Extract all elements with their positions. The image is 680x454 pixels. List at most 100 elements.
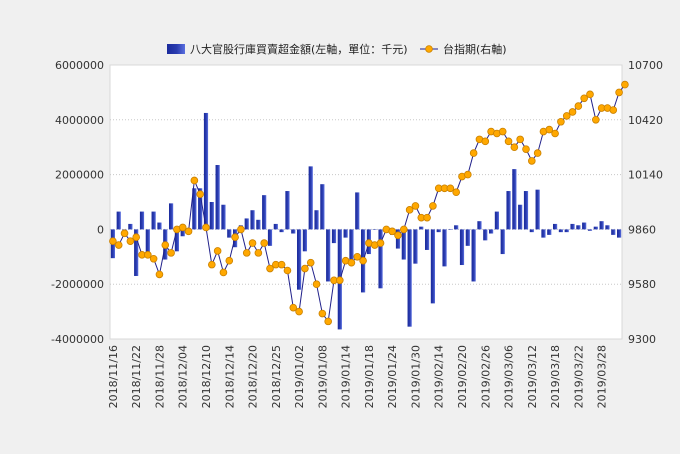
- x-tick-label: 2018/12/14: [223, 345, 236, 408]
- bar: [605, 225, 610, 230]
- bar: [616, 229, 622, 238]
- bar: [570, 223, 575, 230]
- line-point: [155, 270, 164, 279]
- bar: [180, 229, 185, 237]
- bar: [174, 229, 180, 252]
- line-point: [545, 125, 554, 134]
- line-point: [347, 258, 356, 267]
- legend-label: 八大官股行庫買賣超金額(左軸，單位：千元): [190, 42, 408, 56]
- x-tick-label: 2019/03/28: [596, 345, 609, 408]
- bar: [273, 223, 278, 230]
- bar: [506, 191, 511, 230]
- line-point: [132, 233, 140, 242]
- bar: [157, 222, 162, 230]
- legend-dot-swatch: [425, 45, 433, 53]
- line-point: [109, 237, 117, 245]
- bar: [558, 229, 564, 233]
- line-point: [260, 239, 268, 247]
- line-point: [522, 145, 530, 153]
- bar: [244, 218, 249, 230]
- bar: [314, 210, 319, 230]
- bar: [442, 229, 447, 267]
- bar: [523, 191, 529, 230]
- bar: [296, 229, 302, 290]
- bar: [401, 229, 406, 260]
- x-tick-label: 2019/03/06: [503, 345, 516, 408]
- x-tick-label: 2019/01/02: [293, 345, 306, 408]
- x-tick-label: 2019/02/26: [479, 345, 492, 408]
- line-point: [464, 170, 472, 179]
- line-point: [528, 157, 536, 165]
- bar: [582, 222, 587, 230]
- line-point: [621, 80, 629, 89]
- line-point: [283, 266, 292, 275]
- bar: [454, 225, 459, 230]
- bar: [407, 229, 412, 327]
- line-point: [533, 149, 542, 157]
- bar: [349, 229, 354, 260]
- line-point: [516, 135, 524, 144]
- bar: [151, 211, 156, 230]
- left-tick-label: 0: [97, 223, 104, 236]
- line-point: [231, 233, 239, 242]
- line-point: [144, 251, 152, 259]
- bar: [192, 188, 197, 230]
- line-point: [289, 303, 298, 312]
- line-point: [411, 202, 420, 210]
- bar: [535, 189, 540, 230]
- line-point: [248, 239, 257, 247]
- line-point: [126, 237, 135, 245]
- x-tick-label: 2019/01/18: [363, 345, 376, 408]
- line-point: [551, 129, 559, 138]
- left-tick-label: 2000000: [55, 169, 104, 182]
- right-tick-label: 9860: [628, 223, 656, 236]
- x-tick-label: 2018/12/10: [200, 345, 213, 408]
- x-tick-label: 2019/01/24: [386, 345, 399, 408]
- bar: [279, 229, 284, 233]
- bar: [424, 229, 430, 250]
- line-point: [353, 252, 362, 261]
- line-point: [376, 239, 385, 247]
- bar: [518, 204, 523, 230]
- bar: [256, 219, 261, 230]
- x-tick-label: 2019/03/18: [549, 345, 562, 408]
- line-point: [167, 249, 175, 257]
- x-tick-label: 2018/12/04: [177, 345, 190, 408]
- line-point: [580, 94, 588, 103]
- bar: [326, 229, 331, 282]
- bar: [448, 229, 453, 230]
- line-point: [208, 260, 216, 269]
- bar: [320, 184, 325, 230]
- bar: [587, 229, 593, 231]
- line-point: [114, 241, 123, 249]
- line-point: [324, 317, 332, 326]
- left-tick-label: -4000000: [51, 333, 104, 346]
- line-point: [301, 264, 309, 273]
- line-point: [586, 90, 594, 99]
- left-tick-label: 4000000: [55, 114, 104, 127]
- line-point: [161, 241, 170, 249]
- line-point: [481, 137, 490, 146]
- bar: [564, 229, 569, 233]
- right-tick-label: 9300: [628, 333, 656, 346]
- bar: [203, 112, 209, 230]
- right-tick-label: 9580: [628, 278, 656, 291]
- bar: [378, 229, 383, 289]
- line-point: [452, 188, 460, 197]
- bar: [494, 211, 500, 230]
- bar: [529, 229, 534, 233]
- bar: [488, 229, 494, 234]
- bar: [599, 221, 604, 230]
- line-point: [423, 213, 431, 222]
- bar: [436, 229, 441, 233]
- line-point: [120, 229, 129, 238]
- bar: [139, 211, 145, 230]
- line-point: [312, 280, 321, 289]
- line-point: [574, 102, 583, 110]
- line-point: [242, 249, 251, 257]
- legend-bar-swatch: [167, 44, 185, 54]
- line-point: [592, 116, 600, 124]
- line-point: [609, 106, 618, 114]
- bar: [262, 195, 267, 230]
